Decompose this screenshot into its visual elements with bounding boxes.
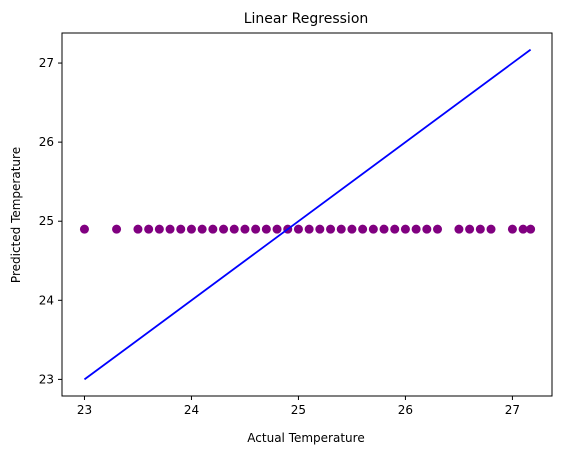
chart-title: Linear Regression bbox=[244, 11, 369, 27]
scatter-point bbox=[400, 224, 410, 234]
scatter-point bbox=[186, 224, 196, 234]
scatter-point bbox=[518, 224, 528, 234]
y-tick-label: 24 bbox=[39, 293, 54, 307]
scatter-point bbox=[112, 224, 122, 234]
scatter-point bbox=[261, 224, 271, 234]
x-tick-label: 24 bbox=[184, 403, 199, 417]
scatter-point bbox=[347, 224, 357, 234]
x-tick-label: 23 bbox=[77, 403, 92, 417]
plot-frame bbox=[61, 32, 553, 397]
scatter-point bbox=[390, 224, 400, 234]
y-tick-label: 25 bbox=[39, 214, 54, 228]
scatter-point bbox=[219, 224, 229, 234]
regression-line bbox=[83, 48, 532, 381]
scatter-point bbox=[454, 224, 464, 234]
scatter-point bbox=[272, 224, 282, 234]
scatter-point bbox=[79, 224, 89, 234]
scatter-point bbox=[526, 224, 536, 234]
x-tick-label: 26 bbox=[398, 403, 413, 417]
y-tick-label: 23 bbox=[39, 372, 54, 386]
scatter-point bbox=[433, 224, 443, 234]
scatter-point bbox=[358, 224, 368, 234]
scatter-point bbox=[379, 224, 389, 234]
plot-area bbox=[79, 48, 536, 381]
y-axis-ticks: 23 24 25 26 27 bbox=[39, 56, 62, 386]
scatter-point bbox=[326, 224, 336, 234]
scatter-point bbox=[229, 224, 239, 234]
scatter-point bbox=[251, 224, 261, 234]
scatter-point bbox=[465, 224, 475, 234]
scatter-point bbox=[293, 224, 303, 234]
scatter-point bbox=[475, 224, 485, 234]
y-tick-label: 26 bbox=[39, 135, 54, 149]
scatter-point bbox=[368, 224, 378, 234]
scatter-point bbox=[336, 224, 346, 234]
scatter-point bbox=[315, 224, 325, 234]
y-axis-label: Predicted Temperature bbox=[9, 147, 23, 283]
scatter-point bbox=[197, 224, 207, 234]
x-tick-label: 25 bbox=[291, 403, 306, 417]
scatter-point bbox=[411, 224, 421, 234]
scatter-point bbox=[486, 224, 496, 234]
scatter-point bbox=[240, 224, 250, 234]
x-axis-ticks: 23 24 25 26 27 bbox=[77, 396, 520, 417]
scatter-point bbox=[144, 224, 154, 234]
scatter-point bbox=[422, 224, 432, 234]
scatter-point bbox=[165, 224, 175, 234]
scatter-point bbox=[208, 224, 218, 234]
x-tick-label: 27 bbox=[505, 403, 520, 417]
scatter-point bbox=[133, 224, 143, 234]
scatter-point bbox=[154, 224, 164, 234]
scatter-point bbox=[304, 224, 314, 234]
scatter-point bbox=[176, 224, 186, 234]
x-axis-label: Actual Temperature bbox=[247, 431, 364, 445]
scatter-point bbox=[507, 224, 517, 234]
y-tick-label: 27 bbox=[39, 56, 54, 70]
